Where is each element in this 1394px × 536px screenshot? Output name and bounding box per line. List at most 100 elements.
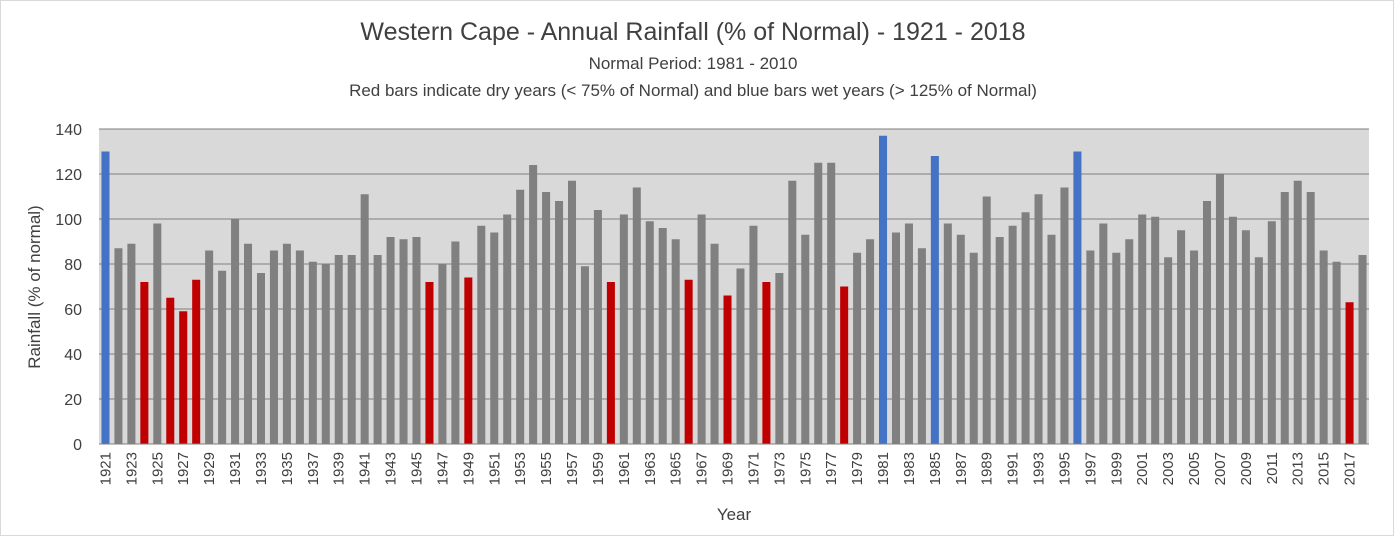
bar-1983 <box>904 223 913 444</box>
bar-2007 <box>1215 174 1224 444</box>
bar-1922 <box>114 248 123 444</box>
x-tick-label: 2007 <box>1212 452 1229 485</box>
x-tick-label: 1951 <box>486 452 503 485</box>
y-tick-label: 40 <box>64 347 82 364</box>
bar-2005 <box>1190 250 1199 444</box>
x-tick-label: 1957 <box>564 452 581 485</box>
bar-2012 <box>1280 192 1289 444</box>
bar-2011 <box>1267 221 1276 444</box>
bar-1947 <box>438 264 447 444</box>
bar-1934 <box>269 250 278 444</box>
bar-1940 <box>347 255 356 444</box>
x-tick-label: 1971 <box>745 452 762 485</box>
bar-1928 <box>192 279 201 444</box>
bar-2009 <box>1241 230 1250 444</box>
chart-subtitle-legend-note: Red bars indicate dry years (< 75% of No… <box>349 81 1037 100</box>
y-tick-label: 100 <box>55 212 82 229</box>
bar-1958 <box>580 266 589 444</box>
bar-1951 <box>490 232 499 444</box>
bar-2004 <box>1177 230 1186 444</box>
x-tick-label: 1927 <box>175 452 192 485</box>
x-tick-label: 1937 <box>305 452 322 485</box>
y-axis-ticks: 0 20 40 60 80 100 120 140 <box>55 122 82 454</box>
bar-1974 <box>788 180 797 444</box>
bar-2015 <box>1319 250 1328 444</box>
x-tick-label: 2009 <box>1238 452 1255 485</box>
bar-1985 <box>930 156 939 444</box>
x-tick-label: 1961 <box>616 452 633 485</box>
x-tick-label: 2017 <box>1342 452 1359 485</box>
x-tick-label: 1967 <box>694 452 711 485</box>
bar-2002 <box>1151 216 1160 444</box>
bar-1962 <box>632 187 641 444</box>
bar-1956 <box>555 201 564 444</box>
bar-1932 <box>244 243 253 444</box>
y-tick-label: 120 <box>55 167 82 184</box>
bar-1988 <box>969 252 978 444</box>
bar-1938 <box>321 264 330 444</box>
bar-1982 <box>891 232 900 444</box>
bar-1977 <box>827 162 836 444</box>
bar-1971 <box>749 225 758 444</box>
x-tick-label: 1923 <box>123 452 140 485</box>
x-tick-label: 1981 <box>875 452 892 485</box>
bar-2010 <box>1254 257 1263 444</box>
bar-1944 <box>399 239 408 444</box>
x-tick-label: 2015 <box>1316 452 1333 485</box>
bar-1970 <box>736 268 745 444</box>
bar-1996 <box>1073 151 1082 444</box>
bar-1927 <box>179 311 188 444</box>
x-tick-label: 1925 <box>149 452 166 485</box>
y-tick-label: 80 <box>64 257 82 274</box>
bar-2001 <box>1138 214 1147 444</box>
bar-1995 <box>1060 187 1069 444</box>
chart-title: Western Cape - Annual Rainfall (% of Nor… <box>360 18 1026 46</box>
bar-1921 <box>101 151 110 444</box>
bar-1959 <box>593 210 602 444</box>
x-tick-label: 1973 <box>771 452 788 485</box>
x-tick-label: 1985 <box>927 452 944 485</box>
bar-1972 <box>762 282 771 444</box>
bar-1960 <box>606 282 615 444</box>
x-tick-label: 1949 <box>460 452 477 485</box>
x-tick-label: 1933 <box>253 452 270 485</box>
x-tick-label: 2003 <box>1160 452 1177 485</box>
bar-1933 <box>256 273 265 444</box>
x-tick-label: 1963 <box>642 452 659 485</box>
x-tick-label: 1997 <box>1082 452 1099 485</box>
bar-1948 <box>451 241 460 444</box>
x-tick-label: 1955 <box>538 452 555 485</box>
bar-1936 <box>295 250 304 444</box>
x-axis-label: Year <box>717 505 752 524</box>
x-tick-label: 2013 <box>1290 452 1307 485</box>
bar-1987 <box>956 234 965 444</box>
x-tick-label: 1983 <box>901 452 918 485</box>
bar-1969 <box>723 295 732 444</box>
x-axis-ticks: 1921 1923 1925 1927 1929 1931 1933 1935 1937 1939… <box>97 452 1358 485</box>
x-tick-label: 1947 <box>434 452 451 485</box>
y-tick-label: 20 <box>64 392 82 409</box>
bar-1993 <box>1034 194 1043 444</box>
bar-1998 <box>1099 223 1108 444</box>
x-tick-label: 1939 <box>331 452 348 485</box>
bar-2003 <box>1164 257 1173 444</box>
x-tick-label: 1945 <box>409 452 426 485</box>
x-tick-label: 1953 <box>512 452 529 485</box>
bar-1992 <box>1021 212 1030 444</box>
bar-1989 <box>982 196 991 444</box>
bar-2018 <box>1358 255 1367 444</box>
bar-1975 <box>801 234 810 444</box>
bar-1949 <box>464 277 473 444</box>
bar-1945 <box>412 237 421 444</box>
y-axis-label: Rainfall (% of normal) <box>25 205 44 368</box>
bar-1939 <box>334 255 343 444</box>
x-tick-label: 1959 <box>590 452 607 485</box>
bar-2006 <box>1202 201 1212 444</box>
bar-1929 <box>205 250 214 444</box>
x-tick-label: 1969 <box>720 452 737 485</box>
bar-1965 <box>671 239 680 444</box>
bar-1957 <box>567 180 577 444</box>
x-tick-label: 1965 <box>668 452 685 485</box>
bar-1937 <box>308 261 317 444</box>
